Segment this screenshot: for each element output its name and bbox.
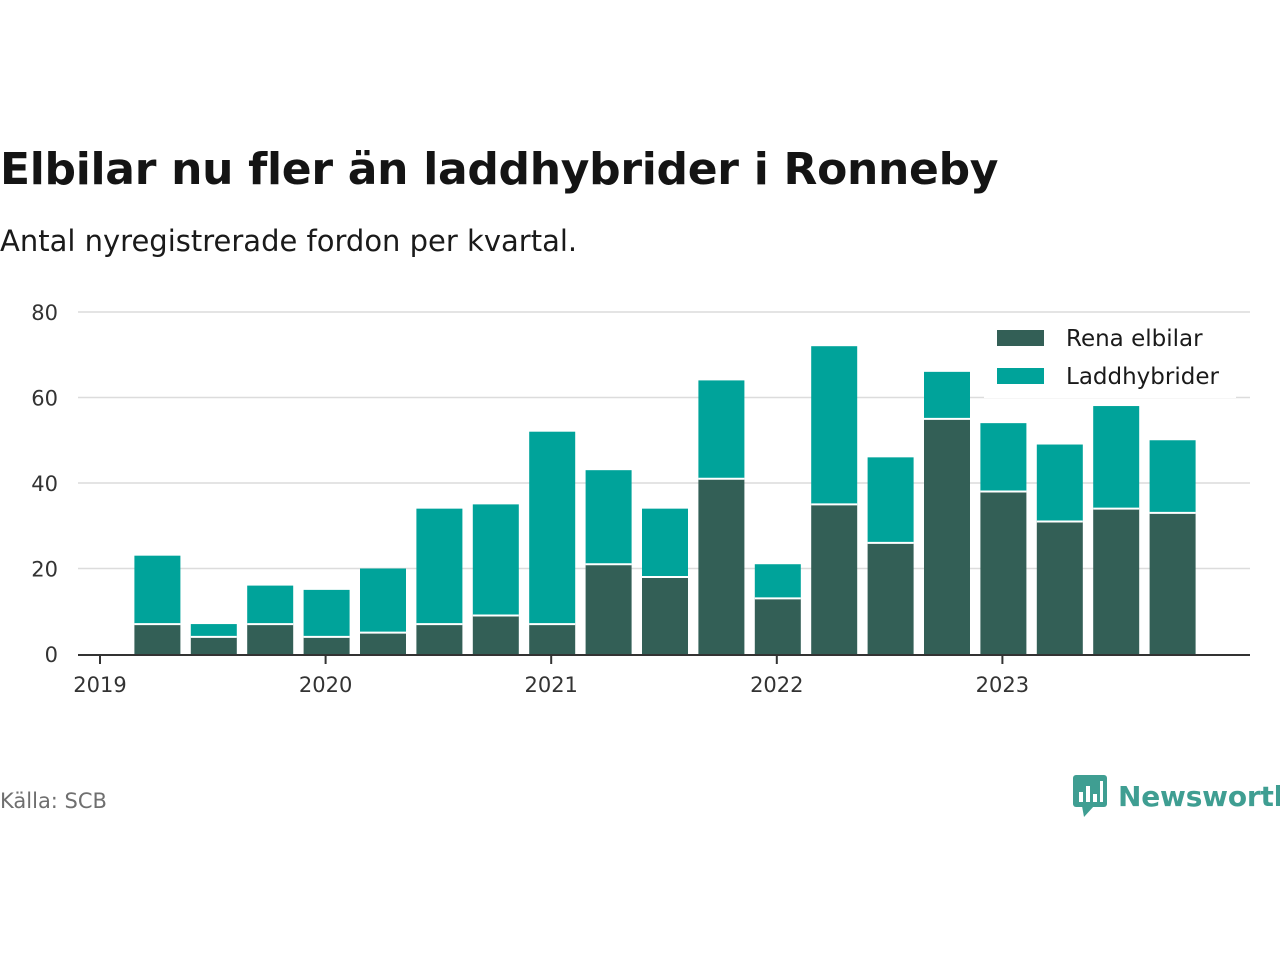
bar-laddhybrider	[472, 504, 519, 616]
bar-rena-elbilar	[247, 624, 294, 654]
x-tick-label-2023: 2023	[976, 673, 1029, 697]
bar-group	[134, 555, 181, 654]
bar-laddhybrider	[867, 457, 914, 543]
bar-group	[303, 589, 350, 654]
bar-rena-elbilar	[924, 418, 970, 654]
bar-group	[247, 585, 294, 654]
x-tick-label-2021: 2021	[524, 673, 577, 697]
bar-laddhybrider	[134, 555, 181, 625]
newsworthy-logo[interactable]: Newsworthy	[1072, 774, 1280, 818]
bar-group	[811, 346, 858, 654]
bar-group	[360, 568, 406, 654]
bar-group	[190, 624, 237, 654]
bar-rena-elbilar	[811, 504, 858, 654]
bar-laddhybrider	[1149, 440, 1196, 513]
chart-title: Elbilar nu fler än laddhybrider i Ronneb…	[0, 144, 999, 195]
x-tick-label-2019: 2019	[73, 673, 126, 697]
bar-rena-elbilar	[585, 564, 632, 654]
bar-group	[698, 380, 745, 654]
bar-rena-elbilar	[190, 636, 237, 654]
bar-rena-elbilar	[472, 615, 519, 654]
bar-laddhybrider	[190, 624, 237, 637]
chart-subtitle: Antal nyregistrerade fordon per kvartal.	[0, 224, 578, 258]
bar-laddhybrider	[416, 508, 463, 625]
y-tick-label-20: 20	[31, 558, 58, 582]
bar-rena-elbilar	[529, 624, 576, 654]
bar-laddhybrider	[698, 380, 745, 479]
legend-label: Laddhybrider	[1066, 364, 1219, 390]
bar-rena-elbilar	[754, 598, 801, 654]
bar-rena-elbilar	[698, 478, 745, 654]
bar-rena-elbilar	[980, 491, 1027, 654]
bar-group	[529, 431, 576, 654]
bar-chart-speech-icon	[1073, 775, 1107, 817]
bar-laddhybrider	[1036, 444, 1083, 522]
y-tick-label-80: 80	[31, 301, 58, 325]
bar-rena-elbilar	[303, 636, 350, 654]
bar-group	[472, 504, 519, 654]
bar-laddhybrider	[642, 508, 688, 578]
bar-group	[1036, 444, 1083, 654]
bar-rena-elbilar	[1093, 508, 1140, 654]
legend-swatch	[997, 330, 1044, 346]
bar-group	[924, 371, 970, 654]
bar-rena-elbilar	[1036, 521, 1083, 654]
bar-rena-elbilar	[416, 624, 463, 654]
bar-group	[980, 423, 1027, 654]
bar-laddhybrider	[360, 568, 406, 633]
x-axis: 2019 2020 2021 2022 2023	[73, 654, 1250, 697]
bar-laddhybrider	[303, 589, 350, 637]
bar-laddhybrider	[1093, 406, 1140, 509]
y-tick-label-0: 0	[45, 643, 58, 667]
bar-group	[416, 508, 463, 654]
y-tick-label-40: 40	[31, 472, 58, 496]
legend-swatch	[997, 368, 1044, 384]
bar-laddhybrider	[529, 431, 576, 625]
bar-rena-elbilar	[642, 577, 688, 654]
bar-rena-elbilar	[134, 624, 181, 654]
bar-laddhybrider	[811, 346, 858, 505]
bar-rena-elbilar	[360, 632, 406, 654]
bar-laddhybrider	[980, 423, 1027, 492]
y-tick-label-60: 60	[31, 387, 58, 411]
brand-name: Newsworthy	[1118, 779, 1280, 813]
bar-group	[754, 564, 801, 654]
stacked-bar-chart: 0 20 40 60 80 2019 2020 2021 2022 2023 Rena elbi…	[31, 301, 1250, 697]
bar-rena-elbilar	[867, 542, 914, 654]
bar-laddhybrider	[924, 371, 970, 419]
bar-laddhybrider	[585, 470, 632, 565]
source-note: Källa: SCB	[0, 789, 107, 813]
bar-laddhybrider	[247, 585, 294, 625]
legend: Rena elbilar Laddhybrider	[984, 318, 1236, 398]
bar-laddhybrider	[754, 564, 801, 599]
x-tick-label-2020: 2020	[299, 673, 352, 697]
bar-group	[1149, 440, 1196, 654]
bar-rena-elbilar	[1149, 512, 1196, 654]
legend-label: Rena elbilar	[1066, 326, 1203, 352]
bars	[134, 346, 1196, 654]
bar-group	[642, 508, 688, 654]
x-tick-label-2022: 2022	[750, 673, 803, 697]
bar-group	[1093, 406, 1140, 654]
y-axis-ticks: 0 20 40 60 80	[31, 301, 58, 667]
bar-group	[867, 457, 914, 654]
bar-group	[585, 470, 632, 654]
